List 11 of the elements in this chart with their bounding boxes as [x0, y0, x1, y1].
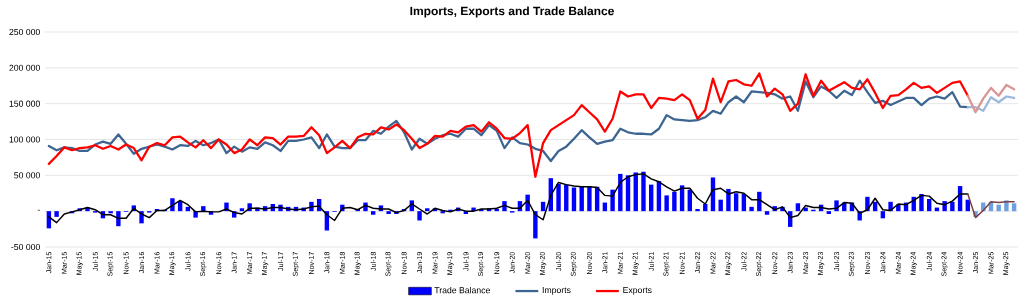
y-tick-label: -50 000 — [11, 243, 40, 251]
y-tick-label: - — [37, 209, 40, 211]
chart-title: Imports, Exports and Trade Balance — [410, 6, 614, 18]
legend-label: Exports — [623, 287, 652, 295]
y-tick-label: 150 000 — [9, 100, 40, 107]
y-tick-label: 250 000 — [9, 28, 40, 36]
legend-label: Imports — [542, 287, 571, 295]
y-tick-label: 50 000 — [14, 172, 40, 179]
y-tick-label: 200 000 — [9, 64, 40, 71]
legend-label: Trade Balance — [434, 286, 490, 294]
y-tick-label: 100 000 — [9, 136, 40, 143]
